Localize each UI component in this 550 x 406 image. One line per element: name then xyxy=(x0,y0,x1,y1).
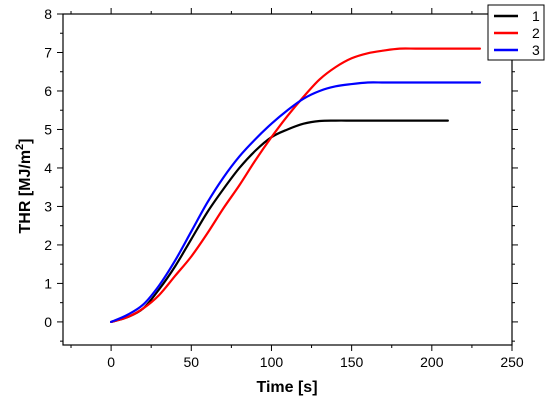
legend-label-3: 3 xyxy=(532,42,540,58)
x-tick-label: 200 xyxy=(420,354,444,370)
x-tick-label: 50 xyxy=(183,354,199,370)
y-tick-label: 2 xyxy=(44,237,52,253)
y-axis-title-close: ] xyxy=(17,138,34,143)
series-line-2 xyxy=(110,47,482,324)
legend: 123 xyxy=(487,4,545,61)
y-tick-label: 5 xyxy=(44,121,52,137)
x-axis-title: Time [s] xyxy=(256,379,317,396)
series-line-1 xyxy=(110,119,449,324)
x-tick-label: 100 xyxy=(260,354,284,370)
x-tick-label: 150 xyxy=(340,354,364,370)
y-tick-label: 0 xyxy=(44,314,52,330)
y-tick-label: 8 xyxy=(44,6,52,22)
legend-label-2: 2 xyxy=(532,25,540,41)
legend-label-1: 1 xyxy=(532,8,540,24)
series-line-3 xyxy=(110,81,482,324)
series-layer xyxy=(110,47,482,324)
y-tick-label: 3 xyxy=(44,198,52,214)
y-axis-title: THR [MJ/m2] xyxy=(14,138,34,233)
y-tick-label: 6 xyxy=(44,83,52,99)
y-tick-label: 1 xyxy=(44,275,52,291)
y-tick-label: 4 xyxy=(44,160,52,176)
axes-layer: 0 50 100 150 200 250 0 1 2 3 4 5 6 7 8 xyxy=(44,6,524,370)
y-axis-title-main: THR [MJ/m xyxy=(17,150,34,234)
plot-frame xyxy=(62,13,513,346)
x-tick-label: 0 xyxy=(107,354,115,370)
y-axis-title-superscript: 2 xyxy=(14,144,26,150)
y-tick-label: 7 xyxy=(44,44,52,60)
x-tick-label: 250 xyxy=(500,354,524,370)
